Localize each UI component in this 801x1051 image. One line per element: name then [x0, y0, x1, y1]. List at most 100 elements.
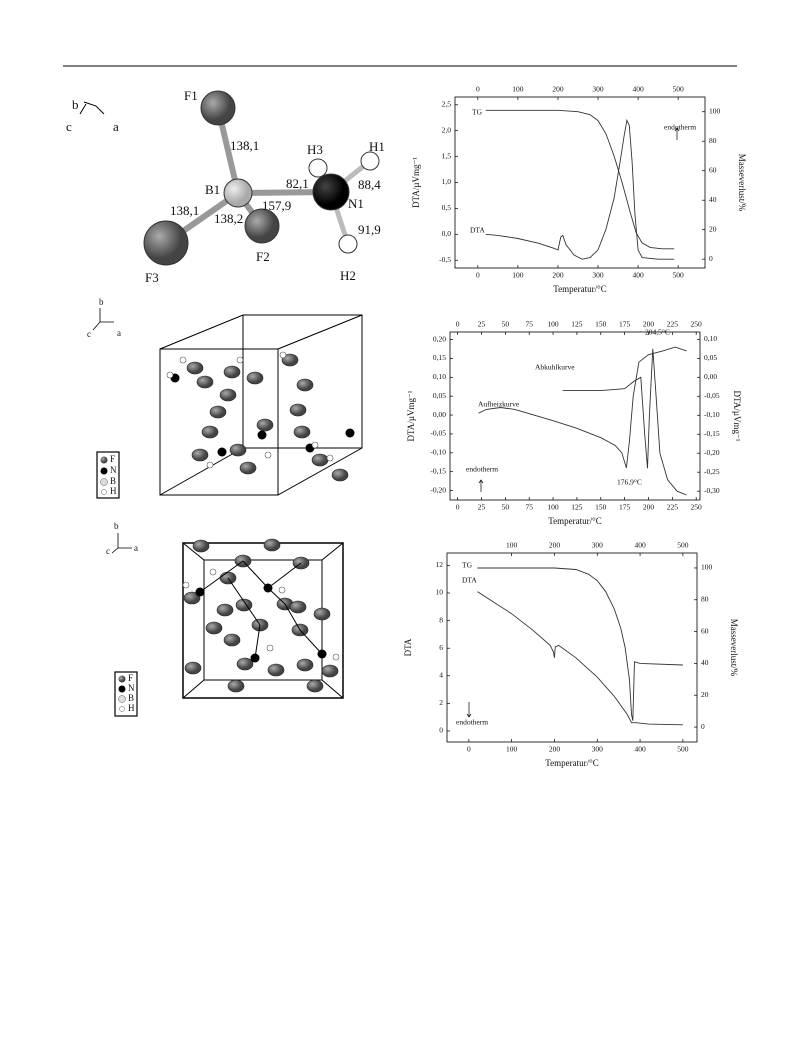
series-label: TG	[472, 108, 483, 117]
axis-label: a	[117, 328, 121, 338]
x-tick-label: 25	[478, 503, 486, 512]
y2-tick-label: -0,10	[704, 410, 720, 419]
y-tick-label: 0,20	[433, 334, 446, 343]
legend	[100, 456, 108, 495]
bond-length: 138,1	[230, 138, 259, 153]
atom-f	[313, 607, 331, 621]
y2-tick-label: -0,25	[704, 467, 720, 476]
atom-label: F1	[184, 88, 198, 103]
y2-axis-title: DTA/µVmg⁻¹	[732, 391, 742, 442]
legend	[118, 675, 126, 712]
bond-length: 138,2	[214, 211, 243, 226]
x-tick-label: 100	[506, 745, 518, 754]
x2-tick-label: 0	[476, 85, 480, 94]
legend-label: B	[110, 476, 116, 486]
atom-f	[196, 375, 214, 389]
y2-tick-label: 100	[709, 106, 721, 115]
data-line	[485, 118, 675, 260]
atom-f	[227, 679, 245, 693]
atom-h	[266, 644, 274, 652]
x2-tick-label: 25	[478, 320, 486, 329]
y-tick-label: 0,15	[433, 353, 446, 362]
x2-tick-label: 400	[632, 85, 644, 94]
axis-label: c	[106, 546, 110, 556]
molecule-figure	[79, 90, 380, 266]
y-tick-label: 12	[436, 560, 444, 569]
y2-tick-label: 40	[701, 658, 709, 667]
hydrogen-bond	[267, 587, 286, 605]
x2-tick-label: 500	[673, 85, 685, 94]
data-line	[477, 591, 683, 726]
plot-frame	[446, 552, 698, 743]
atom-f	[223, 365, 241, 379]
axis-label: b	[99, 297, 104, 307]
legend-label: N	[110, 465, 117, 475]
x-tick-label: 300	[592, 271, 604, 280]
legend-label: B	[128, 693, 134, 703]
atom-h	[206, 461, 214, 469]
atom-label: F3	[145, 270, 159, 285]
annotation: 204,5°C	[645, 328, 670, 337]
atom-f	[244, 208, 280, 244]
atom-label: B1	[205, 182, 220, 197]
y-axis-title: DTA	[403, 638, 413, 656]
atom-f	[331, 468, 349, 482]
legend-label: H	[110, 486, 117, 496]
y2-tick-label: 40	[709, 195, 717, 204]
y-tick-label: 1,5	[442, 151, 452, 160]
y2-tick-label: -0,15	[704, 429, 720, 438]
y2-tick-label: 80	[709, 136, 717, 145]
x2-tick-label: 250	[691, 320, 703, 329]
atom-f	[200, 90, 236, 126]
x-tick-label: 250	[691, 503, 703, 512]
y-tick-label: 0,05	[433, 391, 446, 400]
hydrogen-bond	[299, 629, 323, 655]
atom-n	[257, 430, 267, 440]
x2-tick-label: 225	[667, 320, 679, 329]
bond-length: 157,9	[262, 198, 291, 213]
atom-f	[239, 461, 257, 475]
y-tick-label: -0,5	[439, 255, 451, 264]
atom-f	[296, 378, 314, 392]
x2-tick-label: 500	[677, 541, 689, 550]
y2-tick-label: 0	[709, 254, 713, 263]
y2-tick-label: 0,00	[704, 372, 717, 381]
atom-h	[279, 351, 287, 359]
y-tick-label: 6	[439, 643, 443, 652]
atom-f	[143, 220, 189, 266]
legend-label: F	[128, 673, 133, 683]
atom-f	[236, 657, 254, 671]
axis-arrows	[79, 101, 105, 115]
y2-tick-label: -0,30	[704, 486, 720, 495]
atom-f	[191, 448, 209, 462]
axis-label: a	[134, 543, 138, 553]
packing-figure	[111, 533, 344, 717]
atom-h	[236, 356, 244, 364]
hydrogen-bond	[284, 603, 301, 631]
annotation: endotherm	[456, 718, 488, 727]
y-tick-label: 8	[439, 615, 443, 624]
y2-tick-label: 0,10	[704, 334, 717, 343]
hydrogen-bond	[254, 624, 261, 659]
atom-f	[263, 538, 281, 552]
y-tick-label: 0,00	[433, 410, 446, 419]
x-tick-label: 400	[632, 271, 644, 280]
atom-h	[182, 581, 190, 589]
atom-f	[223, 633, 241, 647]
atom-h	[166, 371, 174, 379]
atom-f	[216, 603, 234, 617]
series-label: Aufheizkurve	[478, 400, 520, 409]
y-tick-label: -0,05	[430, 429, 446, 438]
y2-tick-label: 100	[701, 563, 713, 572]
x2-tick-label: 300	[592, 541, 604, 550]
atom-b	[223, 178, 253, 208]
atom-f	[209, 405, 227, 419]
axis-label: c	[87, 329, 91, 339]
atom-f	[306, 679, 324, 693]
legend-label: F	[110, 454, 115, 464]
axis-label: b	[72, 97, 79, 112]
atom-f	[205, 621, 223, 635]
y2-tick-label: 20	[709, 224, 717, 233]
atom-h	[278, 586, 286, 594]
